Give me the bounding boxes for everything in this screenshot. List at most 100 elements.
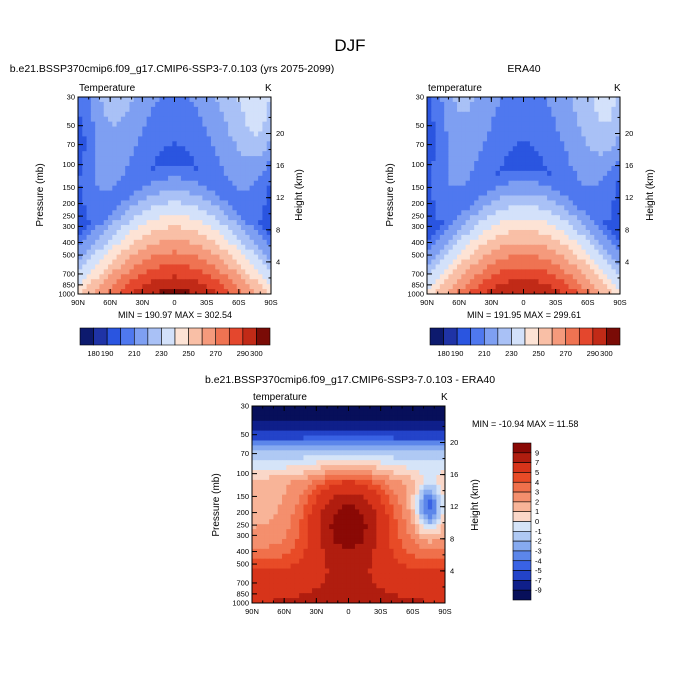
colorbar-swatch bbox=[161, 327, 176, 346]
colorbar-swatch bbox=[512, 491, 532, 503]
panel-obs-right-label: K bbox=[614, 83, 621, 94]
y2-tick-label: 20 bbox=[276, 129, 284, 138]
y-tick-label: 1000 bbox=[407, 290, 424, 299]
x-tick-label: 90N bbox=[71, 298, 85, 307]
y-tick-label: 1000 bbox=[232, 599, 249, 608]
colorbar-swatch bbox=[512, 481, 532, 493]
panel-model: b.e21.BSSP370cmip6.f09_g17.CMIP6-SSP3-7.… bbox=[10, 63, 335, 358]
x-tick-label: 30N bbox=[135, 298, 149, 307]
y2-tick-label: 20 bbox=[450, 438, 458, 447]
y2-tick-label: 4 bbox=[625, 257, 629, 266]
colorbar-swatch bbox=[512, 442, 532, 454]
panel-model-right-label: K bbox=[265, 83, 272, 94]
x-tick-label: 90S bbox=[438, 607, 451, 616]
panel-obs-y2label: Height (km) bbox=[645, 169, 656, 221]
panel-diff-left-label: temperature bbox=[253, 392, 307, 403]
y2-tick-label: 12 bbox=[276, 193, 284, 202]
panel-diff-title: b.e21.BSSP370cmip6.f09_g17.CMIP6-SSP3-7.… bbox=[205, 374, 495, 386]
colorbar-swatch bbox=[592, 327, 607, 346]
colorbar-swatch bbox=[242, 327, 257, 346]
colorbar-swatch bbox=[511, 327, 526, 346]
colorbar-label: 5 bbox=[535, 468, 539, 477]
panel-obs-stats: MIN = 191.95 MAX = 299.61 bbox=[467, 310, 581, 320]
colorbar-label: -1 bbox=[535, 527, 542, 536]
x-tick-label: 90N bbox=[245, 607, 259, 616]
colorbar-swatch bbox=[512, 589, 532, 601]
colorbar-label: 4 bbox=[535, 478, 539, 487]
colorbar-swatch bbox=[228, 327, 244, 346]
panel-obs-ylabel: Pressure (mb) bbox=[385, 163, 396, 226]
y-tick-label: 200 bbox=[62, 199, 75, 208]
colorbar-swatch bbox=[565, 327, 580, 346]
x-tick-label: 30N bbox=[484, 298, 498, 307]
y2-tick-label: 20 bbox=[625, 129, 633, 138]
colorbar-swatch bbox=[512, 511, 532, 522]
y-tick-label: 850 bbox=[62, 280, 75, 289]
panel-model-stats: MIN = 190.97 MAX = 302.54 bbox=[118, 310, 232, 320]
y-tick-label: 50 bbox=[416, 121, 424, 130]
y-tick-label: 250 bbox=[236, 521, 249, 530]
y-tick-label: 250 bbox=[62, 212, 75, 221]
colorbar-label: 210 bbox=[478, 349, 491, 358]
colorbar-label: -3 bbox=[535, 546, 542, 555]
y-tick-label: 200 bbox=[236, 508, 249, 517]
colorbar-swatch bbox=[147, 327, 162, 346]
colorbar-label: 250 bbox=[532, 349, 545, 358]
y-tick-label: 250 bbox=[411, 212, 424, 221]
colorbar-label: -5 bbox=[535, 566, 542, 575]
colorbar-swatch bbox=[512, 550, 532, 562]
colorbar-label: 180 bbox=[87, 349, 100, 358]
y-tick-label: 700 bbox=[411, 269, 424, 278]
colorbar-swatch bbox=[483, 327, 499, 346]
y-tick-label: 1000 bbox=[58, 290, 75, 299]
y-tick-label: 500 bbox=[411, 251, 424, 260]
colorbar-swatch bbox=[188, 327, 203, 346]
colorbar-swatch bbox=[443, 327, 458, 346]
y-tick-label: 100 bbox=[62, 160, 75, 169]
colorbar-swatch bbox=[512, 570, 532, 581]
y-tick-label: 150 bbox=[62, 183, 75, 192]
y-tick-label: 850 bbox=[411, 280, 424, 289]
y-tick-label: 30 bbox=[241, 402, 249, 411]
y2-tick-label: 12 bbox=[625, 193, 633, 202]
x-tick-label: 60N bbox=[452, 298, 466, 307]
y-tick-label: 700 bbox=[62, 269, 75, 278]
colorbar-swatch bbox=[106, 327, 122, 346]
y-tick-label: 50 bbox=[241, 430, 249, 439]
panel-obs-title: ERA40 bbox=[507, 63, 540, 75]
colorbar-label: 250 bbox=[182, 349, 195, 358]
panel-diff-right-label: K bbox=[441, 392, 448, 403]
colorbar-label: 7 bbox=[535, 458, 539, 467]
colorbar-label: -9 bbox=[535, 586, 542, 595]
panel-model-left-label: Temperature bbox=[79, 83, 136, 94]
colorbar-swatch bbox=[512, 501, 532, 512]
colorbar-swatch bbox=[174, 327, 189, 346]
x-tick-label: 30S bbox=[200, 298, 213, 307]
colorbar-swatch bbox=[512, 462, 532, 473]
x-tick-label: 0 bbox=[521, 298, 525, 307]
x-tick-label: 0 bbox=[172, 298, 176, 307]
colorbar-swatch bbox=[606, 327, 621, 346]
y-tick-label: 500 bbox=[236, 560, 249, 569]
panel-diff-y2label: Height (km) bbox=[470, 479, 481, 531]
y-tick-label: 150 bbox=[411, 183, 424, 192]
contour-field bbox=[252, 406, 446, 604]
colorbar-swatch bbox=[578, 327, 594, 346]
x-tick-label: 30S bbox=[549, 298, 562, 307]
contour-field bbox=[427, 97, 621, 295]
page-title: DJF bbox=[334, 36, 365, 55]
colorbar-swatch bbox=[538, 327, 553, 346]
colorbar-swatch bbox=[512, 540, 532, 552]
panel-diff: b.e21.BSSP370cmip6.f09_g17.CMIP6-SSP3-7.… bbox=[205, 374, 578, 616]
y-tick-label: 30 bbox=[67, 93, 75, 102]
x-tick-label: 90S bbox=[264, 298, 277, 307]
x-tick-label: 60N bbox=[103, 298, 117, 307]
colorbar-swatch bbox=[512, 521, 532, 532]
panel-model-colorbar: 180 190 210 230 250 270 290 300 bbox=[79, 327, 271, 358]
panel-model-ylabel: Pressure (mb) bbox=[35, 163, 46, 226]
colorbar-label: 210 bbox=[128, 349, 141, 358]
colorbar-swatch bbox=[512, 560, 532, 571]
colorbar-swatch bbox=[79, 327, 94, 346]
y2-tick-label: 8 bbox=[450, 534, 454, 543]
y-tick-label: 200 bbox=[411, 199, 424, 208]
